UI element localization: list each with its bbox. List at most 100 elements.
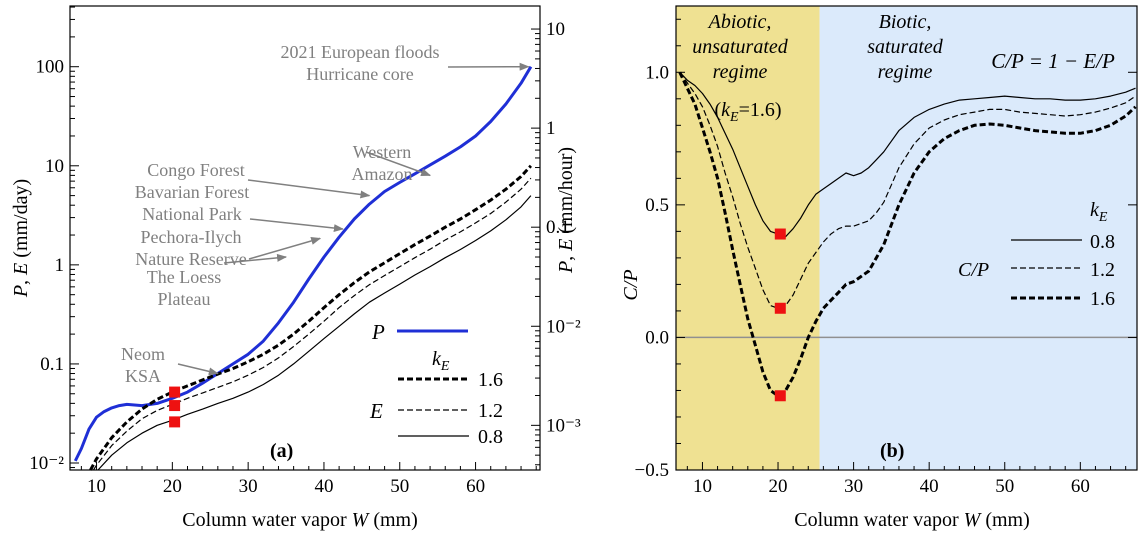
a-legend: P kE 1.6 E 1.2 0.8 [369,320,503,448]
b-plot-frame [675,5,1138,471]
b-xtick-label-2: 30 [844,476,863,497]
a-ytick-left-label-4: 100 [36,57,65,78]
legend-12-label-b: 1.2 [1090,259,1115,281]
a-ytick-left-label-0: 10⁻² [29,453,64,474]
a-ytick-left-label-1: 0.1 [40,354,64,375]
a-marker-0 [169,386,181,398]
region-label-abiotic: Abiotic, unsaturated regime [692,11,789,83]
a-xtick-label-2: 30 [239,476,258,497]
b-xtick-label-0: 10 [693,476,712,497]
a-axes-group: 10 20 30 40 50 60 10⁻² 0.1 1 10 100 10⁻³ 10⁻² 0.1 1 10 [29,6,581,497]
b-ytick-label-0: −0.5 [635,460,669,481]
abiotic-line-1: Abiotic, [707,11,772,33]
a-annotation-4-line-0: Pechora-Ilych [141,227,242,247]
b-region-1 [819,6,1137,470]
a-ytick-right-label-4: 10 [546,19,565,40]
a-annotation-5-line-1: Plateau [158,289,211,309]
b-markers-group [774,228,786,402]
a-xtick-label-5: 60 [466,476,485,497]
legend-ke-label-b: kE [1090,199,1108,225]
a-ytick-right-label-3: 1 [546,118,556,139]
a-ytick-left-label-3: 10 [45,156,64,177]
legend-ke-label-a: kE [432,348,450,374]
b-marker-0 [774,228,786,240]
b-series-line-0 [679,71,1136,238]
a-ytick-left-label-2: 1 [55,255,65,276]
a-annotation-6-line-0: Neom [121,344,165,364]
a-xtick-label-0: 10 [87,476,106,497]
a-ytick-right-label-1: 10⁻² [546,316,581,337]
b-legend: kE 0.8 C/P 1.2 1.6 [958,199,1115,310]
panel-b: 10 20 30 40 50 60 −0.5 0.0 0.5 1.0 Abiotic, unsat… [620,5,1138,531]
a-ytick-right-label-2: 0.1 [546,217,570,238]
legend-cp-label: C/P [958,259,989,281]
a-annotation-1-line-0: Western [353,142,412,162]
b-xtick-label-3: 40 [920,476,939,497]
region-label-biotic: Biotic, saturated regime [867,11,944,83]
abiotic-line-2: unsaturated [692,36,789,58]
abiotic-line-3: regime [713,61,768,83]
a-series-line-1 [89,164,533,471]
a-annotation-3-line-0: Bavarian Forest [135,182,249,202]
a-ytick-right-label-0: 10⁻³ [546,415,581,436]
a-ylabel-right: P, E (mm/hour) [555,147,577,274]
a-annotation-4-line-1: Nature Reserve [135,249,246,269]
a-plot-frame [69,5,541,471]
legend-12-label-a: 1.2 [478,400,503,422]
a-xtick-label-4: 50 [390,476,409,497]
a-annotation-5-line-0: The Loess [147,267,221,287]
biotic-line-3: regime [878,61,933,83]
a-annotation-arrow-2 [247,179,371,199]
b-series-line-1 [679,71,1136,309]
b-marker-1 [774,302,786,314]
biotic-line-1: Biotic, [879,11,932,33]
b-marker-2 [774,390,786,402]
b-series-group [678,71,1137,398]
legend-16-label-a: 1.6 [478,369,503,391]
b-region-0 [676,6,820,470]
a-annotation-0-line-1: Hurricane core [306,64,413,84]
a-annotation-arrow-1 [365,151,432,177]
b-xtick-label-1: 20 [769,476,788,497]
a-marker-1 [169,400,181,412]
b-ytick-label-3: 1.0 [645,62,669,83]
b-ytick-label-1: 0.0 [645,327,669,348]
a-annotation-6-line-1: KSA [125,366,161,386]
a-series-line-2 [92,177,532,471]
b-xtick-label-4: 50 [995,476,1014,497]
b-xtick-label-5: 60 [1071,476,1090,497]
formula-label: C/P = 1 − E/P [991,49,1115,73]
a-annotation-arrow-3 [249,218,344,233]
a-annotation-arrow-5 [223,253,288,264]
a-xlabel: Column water vapor W (mm) [182,509,418,531]
a-annotation-arrow-4 [248,237,322,260]
legend-e-label: E [369,399,383,423]
a-annotation-2-line-0: Congo Forest [147,160,245,180]
b-regions-group [676,6,1137,470]
panel-a-label: (a) [270,440,293,462]
panel-b-label: (b) [880,440,904,462]
legend-08-label-b: 0.8 [1090,231,1115,253]
a-ylabel-left: P, E (mm/day) [10,179,32,298]
a-annotation-0-line-0: 2021 European floods [281,42,440,62]
b-ytick-label-2: 0.5 [645,195,669,216]
a-markers-group [169,386,181,428]
b-xlabel: Column water vapor W (mm) [794,509,1030,531]
ke-annotation: (kE=1.6) [714,99,781,125]
b-ylabel: C/P [620,269,642,300]
a-annotation-arrow-6 [177,363,219,376]
legend-08-label-a: 0.8 [478,426,503,448]
biotic-line-2: saturated [867,36,944,58]
a-annotation-3-line-1: National Park [142,204,241,224]
a-xtick-label-1: 20 [163,476,182,497]
legend-16-label-b: 1.6 [1090,288,1115,310]
a-xtick-label-3: 40 [314,476,333,497]
b-series-line-2 [678,71,1137,398]
a-annotation-1-line-1: Amazon [352,164,413,184]
b-axes-group: 10 20 30 40 50 60 −0.5 0.0 0.5 1.0 [635,18,1137,497]
a-marker-2 [169,416,181,428]
a-series-line-0 [73,65,533,462]
